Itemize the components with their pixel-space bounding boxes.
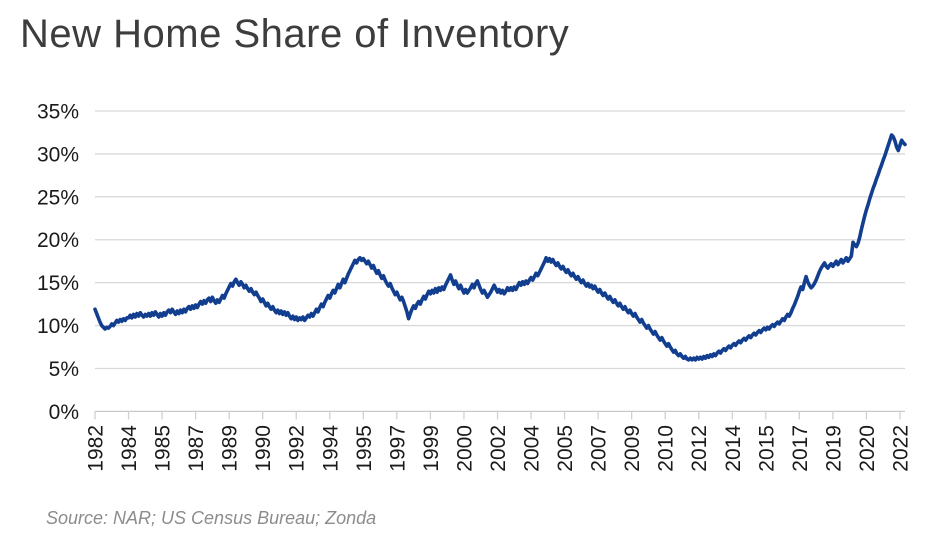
x-axis-tick-label: 1990 (252, 425, 275, 472)
x-axis-tick-label: 1992 (286, 425, 309, 472)
x-axis-tick-label: 2014 (722, 425, 745, 472)
x-axis-tick-label: 2020 (856, 425, 879, 472)
source-note: Source: NAR; US Census Bureau; Zonda (46, 508, 377, 528)
x-axis-tick-label: 2005 (554, 425, 577, 472)
x-axis-tick-label: 2002 (487, 425, 510, 472)
x-axis-tick-label: 2004 (521, 425, 544, 472)
x-axis-tick-label: 2007 (588, 425, 611, 472)
new-home-share-line (93, 133, 907, 362)
x-axis-tick-label: 1984 (118, 425, 141, 472)
x-axis-tick-label: 1987 (185, 425, 208, 472)
x-axis-tick-label: 1995 (353, 425, 376, 472)
x-axis-tick-label: 2010 (655, 425, 678, 472)
x-axis-tick-label: 1997 (386, 425, 409, 472)
x-axis-tick-label: 1982 (85, 425, 108, 472)
x-axis-tick-label: 2009 (621, 425, 644, 472)
x-axis-tick-label: 2019 (822, 425, 845, 472)
x-axis-tick-label: 1994 (319, 425, 342, 472)
x-axis-tick-label: 1999 (420, 425, 443, 472)
x-axis-tick-label: 2022 (889, 425, 912, 472)
x-axis-tick-label: 2015 (755, 425, 778, 472)
x-axis-tick-label: 2012 (688, 425, 711, 472)
y-axis-tick-label: 10% (37, 315, 79, 338)
y-axis-tick-label: 15% (37, 272, 79, 295)
x-axis-tick-label: 2000 (453, 425, 476, 472)
y-axis-tick-label: 25% (37, 186, 79, 209)
y-axis-tick-label: 20% (37, 229, 79, 252)
x-axis-tick-label: 1989 (219, 425, 242, 472)
y-axis-tick-label: 30% (37, 143, 79, 166)
x-axis-tick-label: 1985 (152, 425, 175, 472)
x-axis-tick-label: 2017 (789, 425, 812, 472)
y-axis-tick-label: 5% (49, 358, 79, 381)
y-axis-tick-label: 0% (49, 401, 79, 424)
chart-title: New Home Share of Inventory (20, 12, 570, 56)
y-axis-tick-label: 35% (37, 101, 79, 124)
